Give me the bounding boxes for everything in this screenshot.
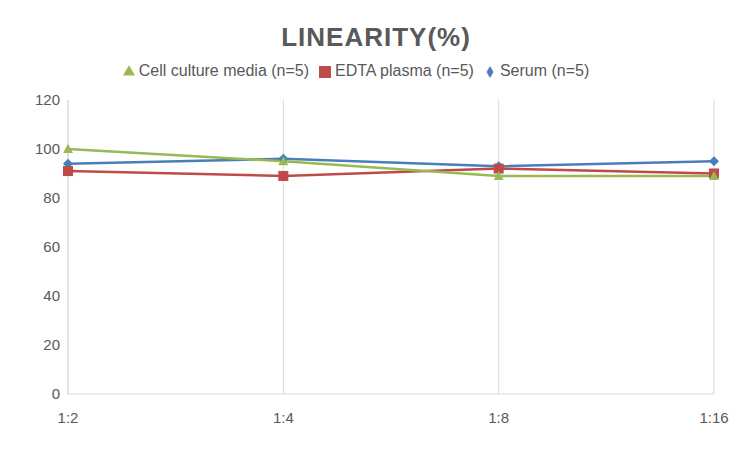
svg-text:1:16: 1:16 [699, 409, 728, 426]
svg-text:1:8: 1:8 [488, 409, 509, 426]
html-text:Serum (n=5): Serum (n=5) [499, 62, 590, 79]
svg-text:40: 40 [43, 287, 60, 304]
svg-text:1:2: 1:2 [58, 409, 79, 426]
svg-text:20: 20 [43, 336, 60, 353]
html-text:Cell culture media (n=5): Cell culture media (n=5) [138, 62, 309, 79]
svg-text:120: 120 [35, 91, 60, 108]
svg-text:80: 80 [43, 189, 60, 206]
svg-text:100: 100 [35, 140, 60, 157]
svg-text:60: 60 [43, 238, 60, 255]
html-text:LINEARITY(%): LINEARITY(%) [281, 22, 471, 52]
html-text:EDTA plasma (n=5): EDTA plasma (n=5) [335, 62, 474, 79]
svg-text:1:4: 1:4 [273, 409, 294, 426]
svg-text:0: 0 [52, 385, 60, 402]
